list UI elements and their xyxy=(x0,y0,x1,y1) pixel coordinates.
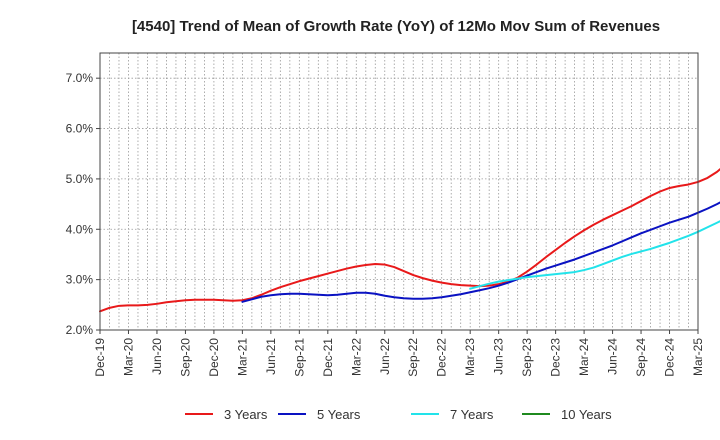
y-tick-label: 3.0% xyxy=(66,273,94,287)
x-tick-label: Sep-22 xyxy=(406,338,420,377)
chart-title: [4540] Trend of Mean of Growth Rate (YoY… xyxy=(132,18,660,35)
legend-label-10-years: 10 Years xyxy=(561,407,612,422)
grid xyxy=(100,53,698,331)
x-tick-label: Mar-25 xyxy=(691,338,705,376)
x-tick-label: Sep-24 xyxy=(634,338,648,377)
y-tick-label: 2.0% xyxy=(66,323,94,337)
x-tick-label: Jun-23 xyxy=(492,338,506,375)
x-tick-label: Dec-20 xyxy=(207,338,221,377)
plot-area xyxy=(100,53,698,330)
x-tick-label: Jun-21 xyxy=(264,338,278,375)
x-tick-label: Dec-19 xyxy=(93,338,107,377)
y-axis-ticks: 2.0% 3.0% 4.0% 5.0% 6.0% 7.0% xyxy=(66,71,100,337)
plot-frame xyxy=(99,52,699,331)
y-tick-label: 6.0% xyxy=(66,122,94,136)
x-tick-label: Sep-20 xyxy=(178,338,192,377)
legend-label-7-years: 7 Years xyxy=(450,407,494,422)
x-tick-label: Mar-22 xyxy=(349,338,363,376)
series-line-3-years xyxy=(99,167,720,313)
x-tick-label: Sep-21 xyxy=(292,338,306,377)
x-tick-label: Sep-23 xyxy=(520,338,534,377)
x-tick-label: Dec-23 xyxy=(549,338,563,377)
series-lines xyxy=(99,167,720,313)
x-tick-label: Mar-20 xyxy=(121,338,135,376)
x-tick-label: Dec-24 xyxy=(663,338,677,377)
legend: 3 Years 5 Years 7 Years 10 Years xyxy=(185,407,612,422)
legend-label-3-years: 3 Years xyxy=(224,407,268,422)
x-tick-label: Jun-24 xyxy=(606,338,620,375)
x-tick-label: Dec-22 xyxy=(435,338,449,377)
x-tick-label: Dec-21 xyxy=(321,338,335,377)
legend-label-5-years: 5 Years xyxy=(317,407,361,422)
y-tick-label: 5.0% xyxy=(66,172,94,186)
x-axis-ticks: Dec-19 Mar-20 Jun-20 Sep-20 Dec-20 Mar-21 Jun-… xyxy=(93,330,705,377)
x-tick-label: Jun-20 xyxy=(150,338,164,375)
y-tick-label: 7.0% xyxy=(66,71,94,85)
x-tick-label: Mar-23 xyxy=(463,338,477,376)
x-tick-label: Mar-24 xyxy=(577,338,591,376)
series-line-7-years xyxy=(469,220,720,290)
y-tick-label: 4.0% xyxy=(66,222,94,236)
x-tick-label: Jun-22 xyxy=(378,338,392,375)
x-tick-label: Mar-21 xyxy=(235,338,249,376)
